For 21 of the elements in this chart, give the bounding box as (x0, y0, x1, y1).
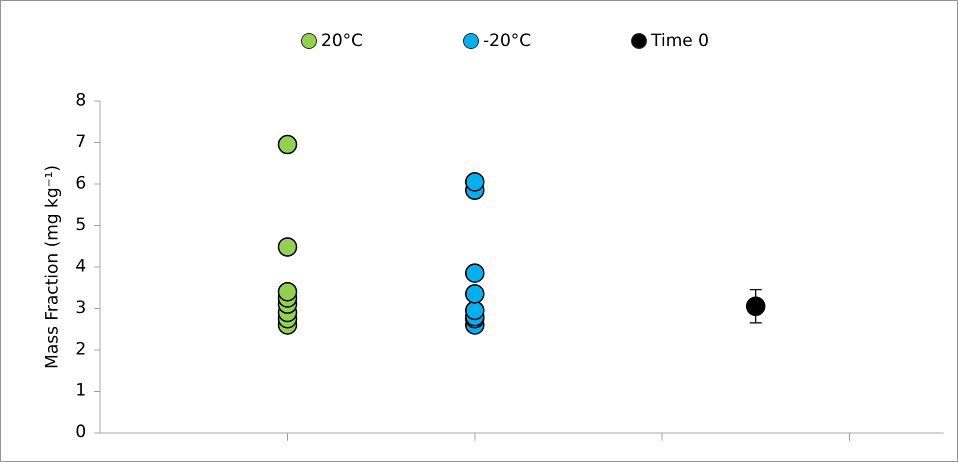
legend-label: Time 0 (651, 31, 709, 51)
y-tick-label: 4 (75, 256, 86, 276)
y-tick-label: 0 (75, 422, 86, 442)
y-tick-label: 2 (75, 339, 86, 360)
y-axis-title: Mass Fraction (mg kg⁻¹) (42, 164, 63, 369)
point (465, 172, 485, 192)
y-tick-label: 8 (75, 90, 86, 110)
point (278, 282, 298, 302)
point (746, 296, 766, 316)
y-tick-label: 7 (75, 132, 86, 152)
y-tick-label: 3 (75, 298, 86, 318)
y-tick-label: 5 (75, 214, 86, 235)
point (465, 284, 485, 304)
point (278, 134, 298, 154)
legend-label: -20°C (483, 31, 532, 51)
point (465, 300, 485, 320)
y-tick-label: 6 (75, 173, 86, 194)
point (278, 237, 298, 257)
y-tick-label: 1 (75, 380, 86, 401)
legend-label: 20°C (321, 31, 364, 51)
point (465, 263, 485, 283)
